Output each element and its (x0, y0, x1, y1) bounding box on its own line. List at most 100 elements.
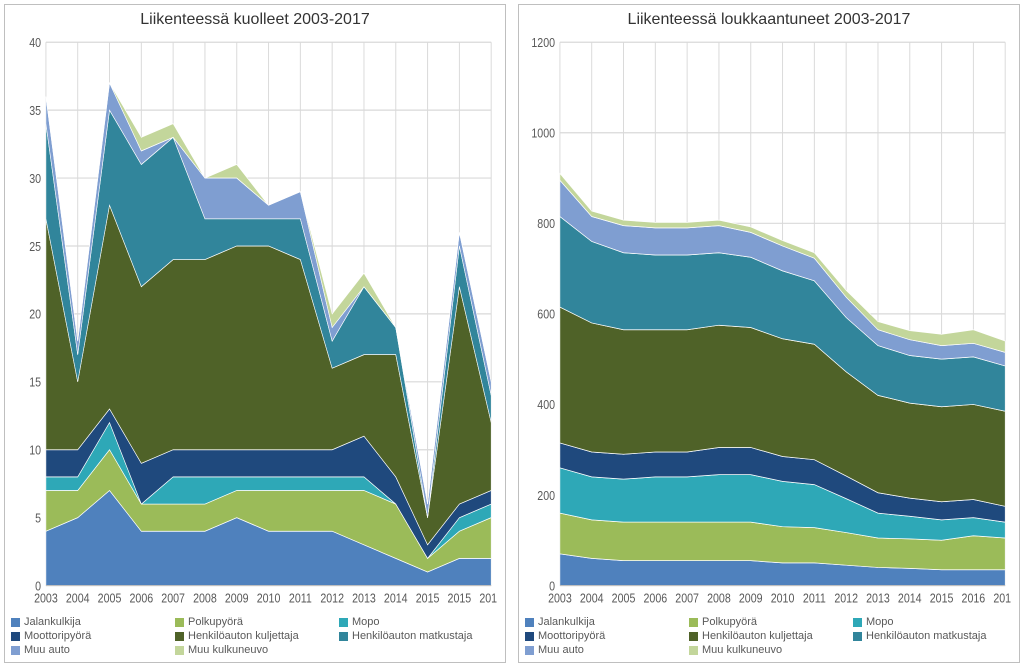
legend-item-muu_auto: Muu auto (525, 644, 685, 656)
svg-text:35: 35 (29, 103, 41, 118)
legend-label: Polkupyörä (188, 616, 243, 628)
legend-label: Muu kulkuneuvo (702, 644, 782, 656)
svg-text:30: 30 (29, 171, 41, 186)
right-stacked-area: 0200400600800100012002003200420052006200… (527, 35, 1011, 612)
legend-swatch (175, 618, 184, 627)
svg-text:1000: 1000 (531, 125, 555, 140)
legend-item-hk_kuljettaja: Henkilöauton kuljettaja (689, 630, 849, 642)
svg-text:2008: 2008 (193, 590, 217, 605)
svg-text:2004: 2004 (580, 590, 604, 605)
legend-label: Moottoripyörä (24, 630, 91, 642)
svg-text:200: 200 (537, 488, 555, 503)
legend-label: Mopo (352, 616, 380, 628)
svg-text:2012: 2012 (834, 590, 858, 605)
svg-text:2014: 2014 (898, 590, 922, 605)
svg-text:25: 25 (29, 239, 41, 254)
legend-swatch (525, 646, 534, 655)
svg-text:10: 10 (29, 442, 41, 457)
svg-text:400: 400 (537, 397, 555, 412)
right-legend: Jalankulkija Polkupyörä Mopo Moottoripyörä H… (519, 612, 1019, 662)
svg-text:2003: 2003 (34, 590, 58, 605)
legend-item-muu_kulkuneuvo: Muu kulkuneuvo (175, 644, 335, 656)
legend-swatch (11, 618, 20, 627)
right-chart-title: Liikenteessä loukkaantuneet 2003-2017 (519, 11, 1019, 29)
svg-text:2005: 2005 (612, 590, 636, 605)
legend-item-polkupyora: Polkupyörä (689, 616, 849, 628)
legend-swatch (11, 632, 20, 641)
legend-item-moottoripyora: Moottoripyörä (525, 630, 685, 642)
legend-label: Moottoripyörä (538, 630, 605, 642)
svg-text:2012: 2012 (320, 590, 344, 605)
right-chart-panel: Liikenteessä loukkaantuneet 2003-2017 02… (518, 4, 1020, 663)
svg-text:15: 15 (29, 374, 41, 389)
legend-swatch (525, 618, 534, 627)
svg-text:600: 600 (537, 307, 555, 322)
legend-swatch (689, 646, 698, 655)
svg-text:2005: 2005 (98, 590, 122, 605)
left-chart-panel: Liikenteessä kuolleet 2003-2017 05101520… (4, 4, 506, 663)
svg-text:2007: 2007 (675, 590, 699, 605)
left-chart-title: Liikenteessä kuolleet 2003-2017 (5, 11, 505, 29)
legend-item-muu_auto: Muu auto (11, 644, 171, 656)
legend-item-hk_matkustaja: Henkilöauton matkustaja (853, 630, 1013, 642)
legend-swatch (175, 632, 184, 641)
legend-item-mopo: Mopo (853, 616, 1013, 628)
svg-text:2013: 2013 (352, 590, 376, 605)
svg-text:2017: 2017 (993, 590, 1011, 605)
left-legend: Jalankulkija Polkupyörä Mopo Moottoripyörä H… (5, 612, 505, 662)
legend-item-hk_kuljettaja: Henkilöauton kuljettaja (175, 630, 335, 642)
legend-swatch (689, 632, 698, 641)
svg-text:800: 800 (537, 216, 555, 231)
legend-label: Henkilöauton matkustaja (352, 630, 472, 642)
legend-swatch (11, 646, 20, 655)
legend-item-jalankulkija: Jalankulkija (11, 616, 171, 628)
right-plot-area: 0200400600800100012002003200420052006200… (519, 31, 1019, 612)
svg-text:2017: 2017 (479, 590, 497, 605)
svg-text:2013: 2013 (866, 590, 890, 605)
legend-label: Muu kulkuneuvo (188, 644, 268, 656)
legend-label: Jalankulkija (24, 616, 81, 628)
legend-label: Mopo (866, 616, 894, 628)
svg-text:1200: 1200 (531, 35, 555, 50)
svg-text:20: 20 (29, 307, 41, 322)
legend-label: Muu auto (24, 644, 70, 656)
legend-swatch (689, 618, 698, 627)
svg-text:2009: 2009 (225, 590, 249, 605)
svg-text:2006: 2006 (643, 590, 667, 605)
svg-text:2014: 2014 (384, 590, 408, 605)
legend-label: Henkilöauton kuljettaja (702, 630, 813, 642)
legend-item-jalankulkija: Jalankulkija (525, 616, 685, 628)
legend-swatch (853, 632, 862, 641)
svg-text:2010: 2010 (771, 590, 795, 605)
svg-text:2015: 2015 (448, 590, 472, 605)
svg-text:2003: 2003 (548, 590, 572, 605)
svg-text:2011: 2011 (289, 590, 312, 605)
legend-item-hk_matkustaja: Henkilöauton matkustaja (339, 630, 499, 642)
svg-text:2015: 2015 (416, 590, 440, 605)
svg-text:2011: 2011 (803, 590, 826, 605)
legend-label: Jalankulkija (538, 616, 595, 628)
svg-text:2015: 2015 (930, 590, 954, 605)
legend-label: Henkilöauton matkustaja (866, 630, 986, 642)
svg-text:2010: 2010 (257, 590, 281, 605)
svg-text:2009: 2009 (739, 590, 763, 605)
legend-item-polkupyora: Polkupyörä (175, 616, 335, 628)
svg-text:2007: 2007 (161, 590, 185, 605)
legend-item-moottoripyora: Moottoripyörä (11, 630, 171, 642)
legend-label: Muu auto (538, 644, 584, 656)
svg-text:2006: 2006 (129, 590, 153, 605)
svg-text:40: 40 (29, 35, 41, 50)
svg-text:2016: 2016 (962, 590, 986, 605)
legend-swatch (525, 632, 534, 641)
svg-text:5: 5 (35, 510, 41, 525)
legend-label: Polkupyörä (702, 616, 757, 628)
left-stacked-area: 0510152025303540200320042005200620072008… (13, 35, 497, 612)
svg-text:2004: 2004 (66, 590, 90, 605)
legend-item-muu_kulkuneuvo: Muu kulkuneuvo (689, 644, 849, 656)
svg-text:2008: 2008 (707, 590, 731, 605)
legend-swatch (853, 618, 862, 627)
legend-swatch (339, 618, 348, 627)
legend-label: Henkilöauton kuljettaja (188, 630, 299, 642)
left-plot-area: 0510152025303540200320042005200620072008… (5, 31, 505, 612)
legend-swatch (339, 632, 348, 641)
